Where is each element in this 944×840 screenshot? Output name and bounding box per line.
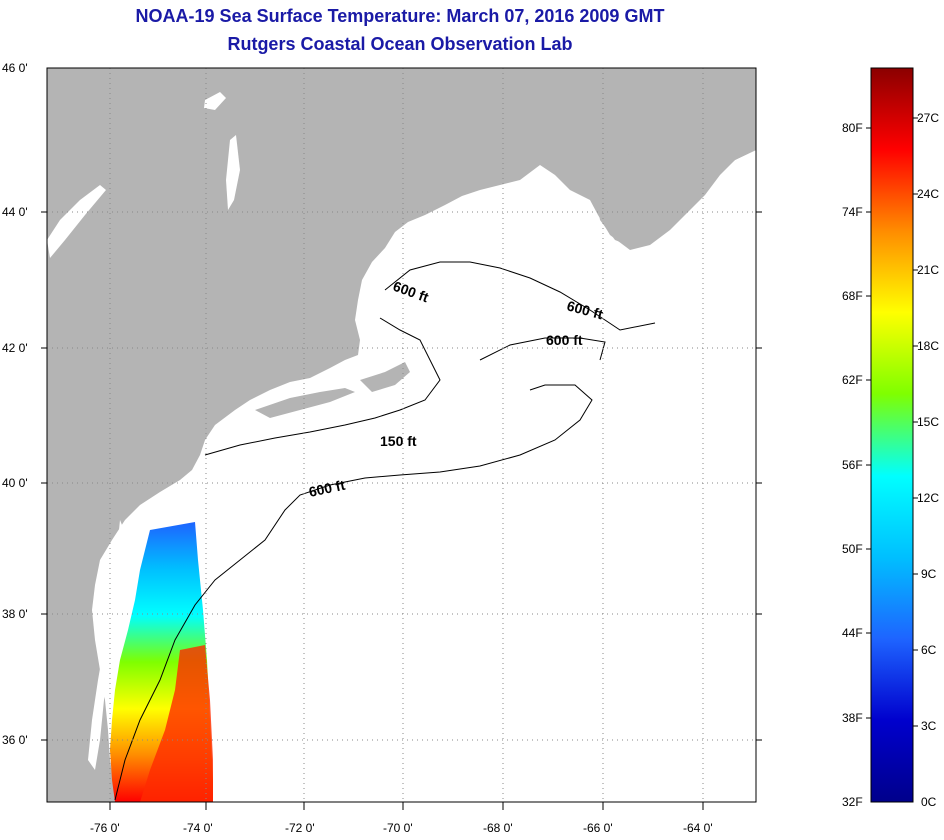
contour-label: 600 ft (546, 332, 583, 348)
lat-label: 44 0' (2, 205, 28, 219)
contour-150ft (204, 317, 441, 456)
map-subtitle: Rutgers Coastal Ocean Observation Lab (227, 34, 573, 54)
colorbar-c-label: 27C (917, 111, 939, 125)
chesapeake-bay (88, 520, 130, 770)
colorbar-c-label: 6C (921, 643, 937, 657)
colorbar-c-label: 12C (917, 491, 939, 505)
contour-600ft-shelf (114, 384, 593, 801)
land-mainland (47, 68, 756, 802)
colorbar-c-label: 9C (921, 567, 937, 581)
lat-label: 36 0' (2, 733, 28, 747)
contour-label: 150 ft (380, 433, 417, 449)
graticule (47, 68, 756, 802)
contour-600ft-georges (479, 337, 606, 361)
colorbar-c-label: 3C (921, 719, 937, 733)
sst-warm-core (140, 645, 213, 802)
colorbar-f-label: 38F (842, 711, 863, 725)
land-long-island (255, 388, 355, 418)
colorbar-c-label: 21C (917, 263, 939, 277)
contour-label: 600 ft (307, 477, 346, 500)
map-panel: 600 ft 600 ft 600 ft 150 ft 600 ft (46, 67, 757, 803)
colorbar-gradient (870, 67, 914, 803)
colorbar-c-label: 18C (917, 339, 939, 353)
colorbar-c-label: 24C (917, 187, 939, 201)
lake (204, 92, 226, 110)
colorbar-f-label: 32F (842, 795, 863, 809)
lon-label: -68 0' (483, 821, 513, 835)
latitude-labels: 46 0' 44 0' 42 0' 40 0' 38 0' 36 0' (2, 61, 28, 747)
lat-label: 46 0' (2, 61, 28, 75)
lake (47, 185, 106, 258)
lake (226, 135, 240, 210)
map-title: NOAA-19 Sea Surface Temperature: March 0… (135, 6, 665, 26)
axis-ticks (41, 211, 762, 810)
colorbar: 80F 74F 68F 62F 56F 50F 44F 38F 32F 27C … (842, 67, 939, 809)
colorbar-f-label: 50F (842, 542, 863, 556)
lon-label: -72 0' (285, 821, 315, 835)
land-nova-scotia (595, 105, 756, 248)
colorbar-f-label: 68F (842, 289, 863, 303)
colorbar-f-label: 80F (842, 121, 863, 135)
lat-label: 40 0' (2, 476, 28, 490)
lat-label: 38 0' (2, 607, 28, 621)
colorbar-f-label: 44F (842, 626, 863, 640)
lon-label: -74 0' (183, 821, 213, 835)
colorbar-f-label: 74F (842, 205, 863, 219)
land-cape-cod (360, 362, 410, 392)
colorbar-c-label: 0C (921, 795, 937, 809)
lon-label: -70 0' (383, 821, 413, 835)
longitude-labels: -76 0' -74 0' -72 0' -70 0' -68 0' -66 0… (90, 821, 713, 835)
lon-label: -76 0' (90, 821, 120, 835)
lon-label: -64 0' (683, 821, 713, 835)
colorbar-f-label: 62F (842, 373, 863, 387)
colorbar-f-label: 56F (842, 458, 863, 472)
lon-label: -66 0' (583, 821, 613, 835)
contour-600ft-gulf (384, 261, 656, 331)
lat-label: 42 0' (2, 341, 28, 355)
colorbar-c-label: 15C (917, 415, 939, 429)
